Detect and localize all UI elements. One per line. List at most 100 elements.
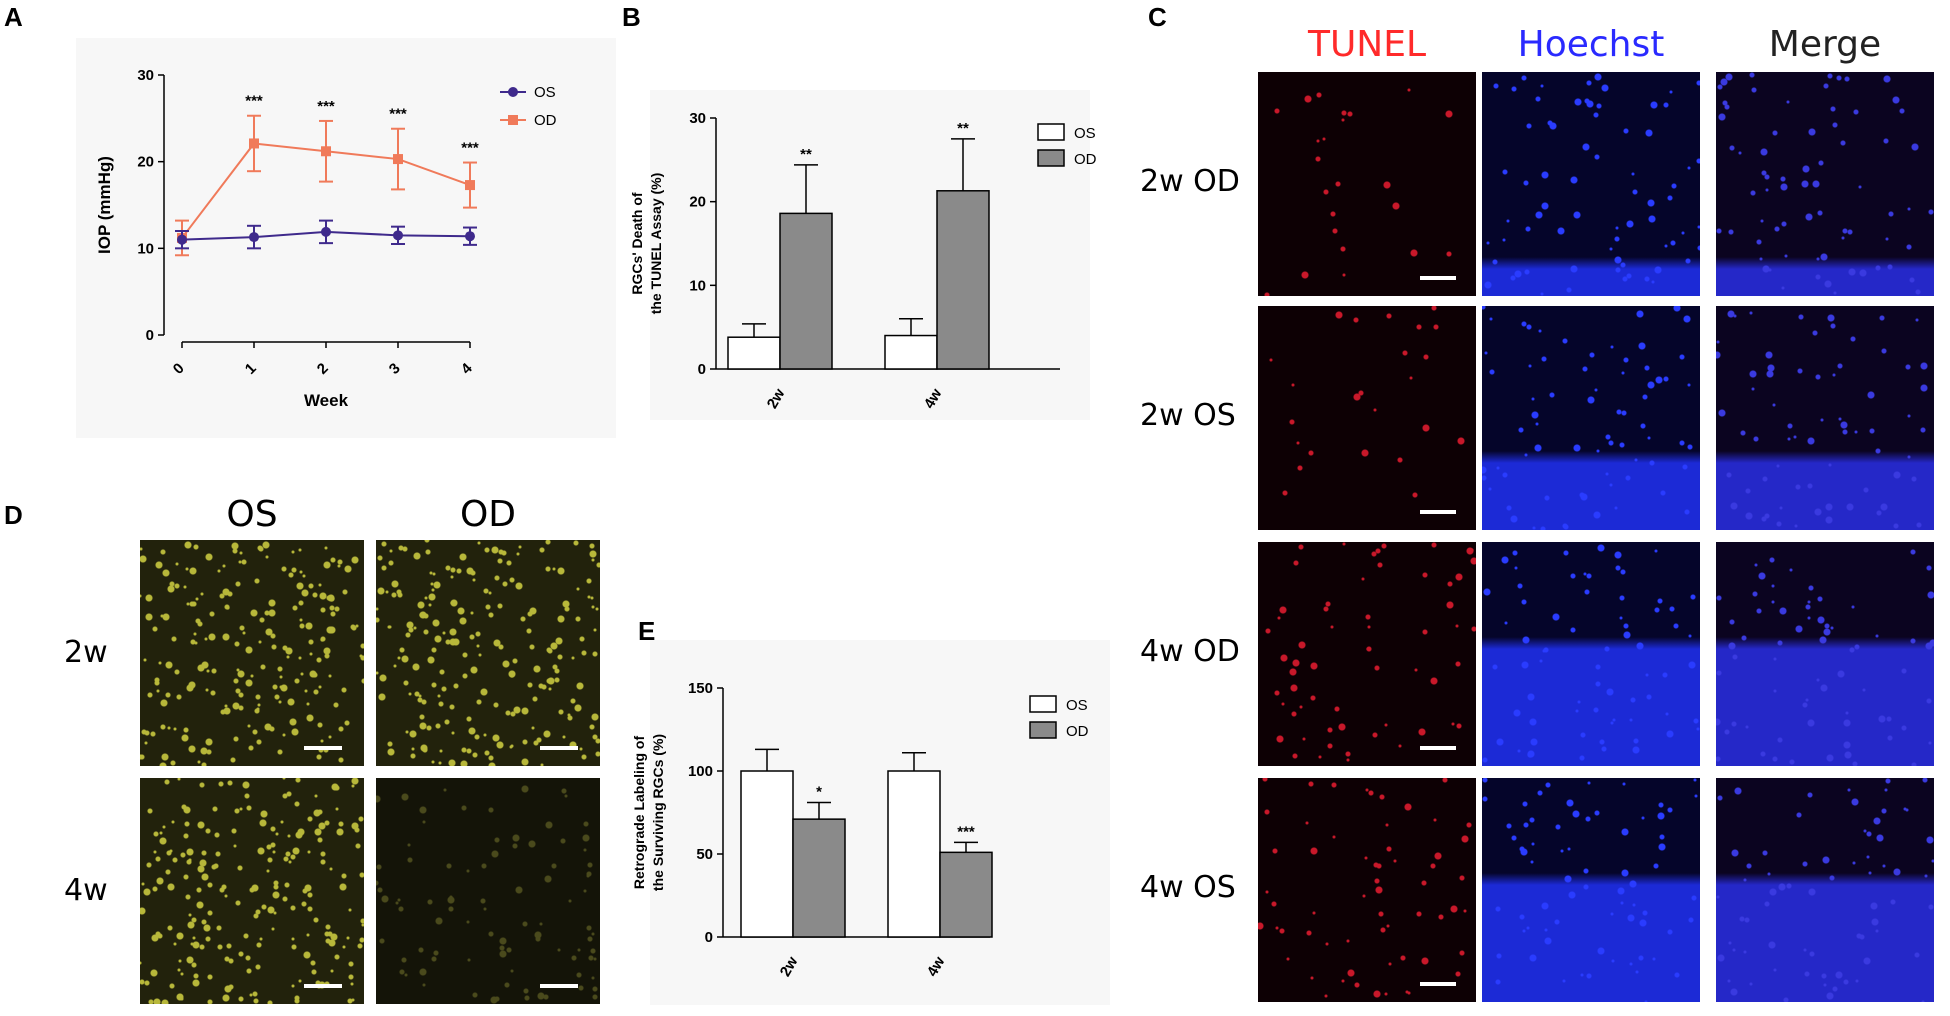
bar-od-4w [936, 190, 990, 370]
legend-label-od: OD [534, 112, 557, 129]
tunel-micrograph-tile [1482, 778, 1700, 1002]
tunel-micrograph-tile [1258, 778, 1476, 1002]
scale-bar [540, 984, 578, 988]
tunel-micrograph-tile [1258, 72, 1476, 296]
legend-label-os: OS [1066, 697, 1088, 714]
tunel-micrograph-tile [1482, 306, 1700, 530]
data-point-os [465, 231, 475, 242]
legend-label-od: OD [1074, 151, 1097, 168]
panel-letter-c: C [1148, 2, 1167, 32]
y-axis-title-line: the Surviving RGCs (%) [650, 734, 666, 891]
legend-label-os: OS [1074, 125, 1096, 142]
data-point-od [393, 154, 403, 165]
tunel-micrograph-tile [1482, 542, 1700, 766]
scale-bar [540, 746, 578, 750]
y-tick-label: 20 [137, 154, 154, 171]
plot-background [650, 640, 1110, 1005]
retrograde-bar-chart: 0 50 100 150 Retrograde Labeling of the Survi… [631, 640, 1110, 1005]
bar-od-4w [939, 851, 993, 938]
significance-marker: *** [957, 823, 975, 840]
tunel-row-label: 2w OD [1140, 164, 1240, 199]
legend-swatch-os [1037, 123, 1065, 141]
data-point-os [177, 234, 187, 245]
scale-bar [1420, 746, 1456, 750]
data-point-os [249, 232, 259, 243]
y-axis-title-line: Retrograde Labeling of [631, 736, 647, 890]
significance-marker: *** [317, 98, 335, 115]
bar-os-2w [727, 336, 781, 370]
y-axis-title-line: the TUNEL Assay (%) [648, 173, 664, 315]
retrograde-micrograph-tile [376, 778, 600, 1004]
tunel-column-header-merge: Merge [1768, 24, 1882, 65]
y-tick-label: 30 [137, 67, 154, 84]
y-tick-label: 50 [696, 846, 713, 863]
tunel-micrograph-tile [1716, 72, 1934, 296]
panel-letter-d: D [4, 500, 23, 530]
retrograde-row-label: 2w [64, 635, 108, 670]
y-tick-label: 0 [146, 327, 154, 344]
y-tick-label: 10 [689, 277, 706, 294]
plot-background [650, 90, 1090, 420]
scale-bar [1420, 276, 1456, 280]
tunel-micrograph-tile [1482, 72, 1700, 296]
bar-os-4w [887, 770, 941, 938]
tunel-micrograph-tile [1716, 306, 1934, 530]
panel-letter-e: E [638, 616, 656, 646]
tunel-column-header-tunel: TUNEL [1307, 24, 1427, 65]
data-point-od [321, 146, 331, 157]
scale-bar [304, 984, 342, 988]
panel-letter-b: B [622, 2, 641, 32]
retrograde-micrograph-tile [140, 778, 364, 1004]
tunel-row-label: 4w OS [1140, 870, 1236, 905]
significance-marker: ** [800, 146, 812, 163]
tunel-micrograph-tile [1716, 542, 1934, 766]
data-point-os [321, 226, 331, 237]
bar-os-4w [884, 334, 938, 370]
retrograde-micrograph-tile [376, 540, 600, 766]
retrograde-row-label: 4w [64, 873, 108, 908]
significance-marker: *** [461, 140, 479, 157]
tunel-micrograph-tile [1258, 306, 1476, 530]
data-point-od [465, 180, 475, 191]
tunel-micrograph-tile [1258, 542, 1476, 766]
significance-marker: * [816, 784, 822, 801]
scale-bar [1420, 982, 1456, 986]
tunel-micrograph-tile [1716, 778, 1934, 1002]
y-tick-label: 0 [698, 361, 706, 378]
x-axis-title: Week [304, 391, 349, 410]
data-point-od [249, 138, 259, 149]
scale-bar [304, 746, 342, 750]
tunel-bar-chart: 0 10 20 30 RGCs' Death of the TUNEL Assay (%)… [629, 90, 1097, 420]
legend-swatch-od [1037, 149, 1065, 167]
legend-label-od: OD [1066, 723, 1089, 740]
tunel-row-label: 2w OS [1140, 398, 1236, 433]
y-tick-label: 20 [689, 194, 706, 211]
y-axis-title-line: RGCs' Death of [629, 192, 645, 294]
y-tick-label: 30 [689, 110, 706, 127]
y-tick-label: 100 [688, 763, 713, 780]
plot-background [76, 38, 616, 438]
legend-label-os: OS [534, 84, 556, 101]
significance-marker: ** [957, 120, 969, 137]
retrograde-column-header-od: OD [459, 494, 517, 535]
bar-od-2w [779, 212, 833, 370]
panel-letter-a: A [4, 2, 23, 32]
scale-bar [1420, 510, 1456, 514]
y-tick-label: 0 [705, 929, 713, 946]
legend-swatch-od [1029, 721, 1057, 739]
y-tick-label: 150 [688, 680, 713, 697]
significance-marker: *** [389, 106, 407, 123]
legend-marker-os [508, 87, 518, 97]
legend-marker-od [508, 115, 518, 125]
y-axis-title: IOP (mmHg) [95, 156, 114, 254]
data-point-os [393, 230, 403, 241]
retrograde-column-header-os: OS [226, 494, 278, 535]
significance-marker: *** [245, 93, 263, 110]
y-tick-label: 10 [137, 240, 154, 257]
bar-od-2w [792, 818, 846, 938]
tunel-row-label: 4w OD [1140, 634, 1240, 669]
bar-os-2w [740, 770, 794, 938]
legend-swatch-os [1029, 695, 1057, 713]
retrograde-micrograph-tile [140, 540, 364, 766]
